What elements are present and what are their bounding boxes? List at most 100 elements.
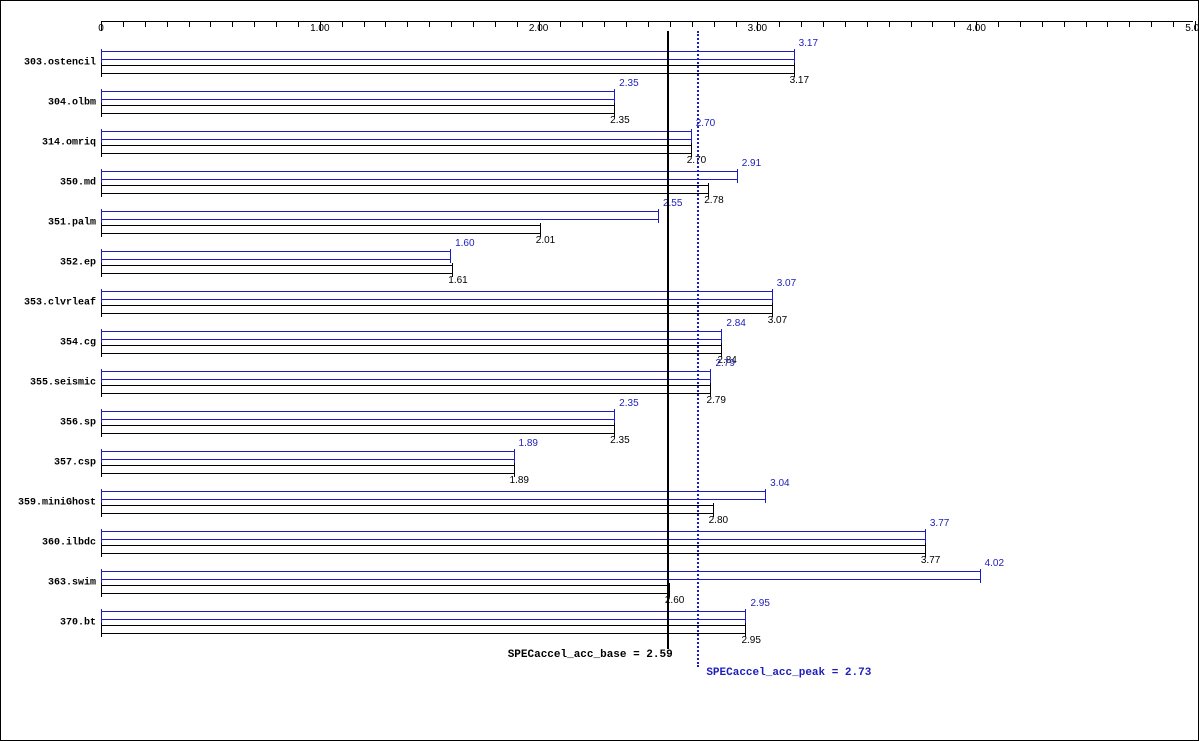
peak-bar-endtick bbox=[614, 89, 615, 103]
base-reference-label: SPECaccel_acc_base = 2.59 bbox=[508, 649, 673, 661]
peak-value: 4.02 bbox=[985, 558, 1004, 569]
peak-value: 2.91 bbox=[742, 158, 761, 169]
peak-bar bbox=[101, 171, 738, 180]
peak-bar-starttick bbox=[101, 489, 102, 503]
peak-bar bbox=[101, 331, 722, 340]
benchmark-label: 370.bt bbox=[6, 618, 96, 629]
peak-bar-endtick bbox=[514, 449, 515, 463]
base-bar-starttick bbox=[101, 423, 102, 437]
base-bar-starttick bbox=[101, 103, 102, 117]
benchmark-label: 353.clvrleaf bbox=[6, 298, 96, 309]
peak-bar-starttick bbox=[101, 609, 102, 623]
benchmark-row: 359.miniGhost3.042.80 bbox=[101, 483, 1193, 523]
base-bar bbox=[101, 65, 795, 74]
x-tick-minor bbox=[276, 21, 277, 27]
x-tick-minor bbox=[210, 21, 211, 27]
x-tick-label: 1.00 bbox=[310, 23, 329, 34]
peak-bar bbox=[101, 571, 981, 580]
peak-bar bbox=[101, 131, 692, 140]
peak-bar-starttick bbox=[101, 129, 102, 143]
plot-area: 01.002.003.004.005.00303.ostencil3.173.1… bbox=[101, 21, 1193, 690]
peak-bar-endtick bbox=[614, 409, 615, 423]
x-tick-minor bbox=[495, 21, 496, 27]
x-tick-minor bbox=[385, 21, 386, 27]
base-bar bbox=[101, 625, 746, 634]
x-tick-minor bbox=[123, 21, 124, 27]
x-tick-minor bbox=[670, 21, 671, 27]
base-bar-starttick bbox=[101, 543, 102, 557]
peak-bar-starttick bbox=[101, 569, 102, 583]
base-bar bbox=[101, 425, 615, 434]
x-tick-minor bbox=[1107, 21, 1108, 27]
benchmark-label: 355.seismic bbox=[6, 378, 96, 389]
base-bar bbox=[101, 105, 615, 114]
x-tick-minor bbox=[342, 21, 343, 27]
benchmark-label: 354.cg bbox=[6, 338, 96, 349]
x-tick-minor bbox=[823, 21, 824, 27]
benchmark-row: 350.md2.912.78 bbox=[101, 163, 1193, 203]
benchmark-row: 351.palm2.552.01 bbox=[101, 203, 1193, 243]
benchmark-row: 303.ostencil3.173.17 bbox=[101, 43, 1193, 83]
benchmark-row: 314.omriq2.702.70 bbox=[101, 123, 1193, 163]
peak-bar-endtick bbox=[765, 489, 766, 503]
peak-value: 2.35 bbox=[619, 398, 638, 409]
x-tick-minor bbox=[604, 21, 605, 27]
x-tick-minor bbox=[845, 21, 846, 27]
benchmark-label: 304.olbm bbox=[6, 98, 96, 109]
peak-bar-endtick bbox=[658, 209, 659, 223]
peak-reference-line bbox=[697, 31, 699, 667]
benchmark-row: 304.olbm2.352.35 bbox=[101, 83, 1193, 123]
base-value: 2.95 bbox=[741, 635, 760, 646]
peak-bar-starttick bbox=[101, 289, 102, 303]
benchmark-row: 352.ep1.601.61 bbox=[101, 243, 1193, 283]
peak-value: 3.07 bbox=[777, 278, 796, 289]
peak-bar bbox=[101, 411, 615, 420]
peak-bar-endtick bbox=[450, 249, 451, 263]
peak-value: 1.60 bbox=[455, 238, 474, 249]
benchmark-row: 360.ilbdc3.773.77 bbox=[101, 523, 1193, 563]
x-tick-minor bbox=[779, 21, 780, 27]
x-tick-minor bbox=[429, 21, 430, 27]
benchmark-label: 352.ep bbox=[6, 258, 96, 269]
x-tick-label: 0 bbox=[98, 23, 104, 34]
base-bar-starttick bbox=[101, 183, 102, 197]
base-bar-starttick bbox=[101, 303, 102, 317]
x-tick-minor bbox=[692, 21, 693, 27]
peak-bar bbox=[101, 211, 659, 220]
benchmark-row: 354.cg2.842.84 bbox=[101, 323, 1193, 363]
peak-bar-endtick bbox=[925, 529, 926, 543]
base-bar-starttick bbox=[101, 383, 102, 397]
benchmark-chart: 01.002.003.004.005.00303.ostencil3.173.1… bbox=[0, 0, 1199, 741]
x-tick-minor bbox=[954, 21, 955, 27]
peak-bar-starttick bbox=[101, 329, 102, 343]
x-tick-minor bbox=[911, 21, 912, 27]
peak-value: 3.17 bbox=[799, 38, 818, 49]
peak-bar bbox=[101, 611, 746, 620]
x-tick-minor bbox=[626, 21, 627, 27]
benchmark-label: 356.sp bbox=[6, 418, 96, 429]
peak-bar-starttick bbox=[101, 529, 102, 543]
base-bar bbox=[101, 585, 670, 594]
x-tick-minor bbox=[582, 21, 583, 27]
x-tick-minor bbox=[1042, 21, 1043, 27]
base-bar bbox=[101, 145, 692, 154]
peak-value: 2.84 bbox=[726, 318, 745, 329]
peak-bar bbox=[101, 91, 615, 100]
peak-bar-starttick bbox=[101, 369, 102, 383]
benchmark-label: 357.csp bbox=[6, 458, 96, 469]
peak-bar-starttick bbox=[101, 409, 102, 423]
peak-bar-endtick bbox=[745, 609, 746, 623]
peak-bar-starttick bbox=[101, 89, 102, 103]
benchmark-label: 350.md bbox=[6, 178, 96, 189]
x-tick-minor bbox=[298, 21, 299, 27]
benchmark-label: 363.swim bbox=[6, 578, 96, 589]
x-tick-minor bbox=[517, 21, 518, 27]
peak-bar bbox=[101, 291, 773, 300]
peak-bar-starttick bbox=[101, 169, 102, 183]
peak-bar-endtick bbox=[772, 289, 773, 303]
peak-value: 1.89 bbox=[519, 438, 538, 449]
x-tick-minor bbox=[232, 21, 233, 27]
x-tick-minor bbox=[473, 21, 474, 27]
x-tick-minor bbox=[145, 21, 146, 27]
x-tick-minor bbox=[1129, 21, 1130, 27]
